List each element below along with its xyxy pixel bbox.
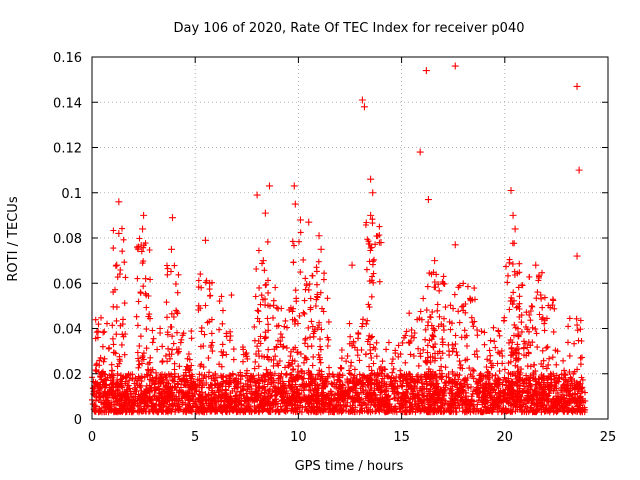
- roti-peak-point: [139, 225, 147, 233]
- y-tick-label: 0.02: [53, 368, 82, 383]
- y-axis-label: ROTI / TECUs: [6, 196, 21, 281]
- roti-peak-point: [296, 216, 304, 224]
- y-tick-label: 0.14: [53, 96, 82, 111]
- roti-peak-point: [369, 189, 377, 197]
- x-tick-label: 20: [497, 430, 514, 445]
- roti-peak-point: [367, 211, 375, 219]
- roti-peak-point: [113, 261, 121, 269]
- roti-peak-point: [290, 182, 298, 190]
- roti-peak-point: [142, 275, 150, 283]
- roti-peak-point: [573, 252, 581, 260]
- y-tick-label: 0.1: [61, 187, 82, 202]
- roti-peak-point: [259, 257, 267, 265]
- roti-peak-point: [140, 211, 148, 219]
- y-tick-label: 0.12: [53, 142, 82, 157]
- data-points: [89, 62, 589, 416]
- roti-peak-point: [167, 245, 175, 253]
- roti-peak-point: [367, 175, 375, 183]
- roti-peak-point: [291, 200, 299, 208]
- roti-peak-point: [575, 166, 583, 174]
- roti-peak-point: [532, 261, 540, 269]
- roti-peak-point: [115, 198, 123, 206]
- roti-peak-point: [451, 241, 459, 249]
- roti-peak-point: [305, 218, 313, 226]
- roti-peak-point: [509, 211, 517, 219]
- y-tick-label: 0.06: [53, 277, 82, 292]
- roti-peak-point: [317, 245, 325, 253]
- y-tick-label: 0.08: [53, 232, 82, 247]
- x-tick-label: 0: [88, 430, 96, 445]
- roti-peak-point: [348, 261, 356, 269]
- x-tick-label: 15: [393, 430, 410, 445]
- y-tick-label: 0.04: [53, 323, 82, 338]
- roti-point-cloud: [89, 216, 589, 416]
- x-axis-label: GPS time / hours: [295, 459, 404, 474]
- roti-peak-point: [206, 279, 214, 287]
- roti-peak-point: [573, 82, 581, 90]
- roti-peak-point: [115, 229, 123, 237]
- chart-title: Day 106 of 2020, Rate Of TEC Index for r…: [174, 21, 525, 36]
- grid-lines: [92, 57, 608, 419]
- roti-peak-point: [315, 232, 323, 240]
- roti-peak-point: [168, 214, 176, 222]
- roti-peak-point: [511, 225, 519, 233]
- roti-peak-point: [261, 209, 269, 217]
- y-tick-label: 0: [74, 413, 82, 428]
- roti-peak-point: [253, 191, 261, 199]
- roti-peak-point: [202, 236, 210, 244]
- roti-peak-point: [377, 239, 385, 247]
- roti-peak-point: [358, 96, 366, 104]
- x-tick-label: 25: [600, 430, 617, 445]
- roti-peak-point: [266, 182, 274, 190]
- roti-peak-point: [360, 103, 368, 111]
- roti-peak-point: [416, 148, 424, 156]
- roti-peak-point: [422, 67, 430, 75]
- axes: 0 5 10 15 20 25 0 0.02 0.04 0.06 0.08 0.1 0.12 0.14 0.…: [53, 51, 616, 445]
- roti-peak-point: [424, 196, 432, 204]
- y-tick-label: 0.16: [53, 51, 82, 66]
- roti-peak-point: [451, 62, 459, 70]
- roti-peak-point: [507, 186, 515, 194]
- roti-peak-point: [431, 257, 439, 265]
- x-tick-label: 5: [191, 430, 199, 445]
- x-tick-label: 10: [290, 430, 307, 445]
